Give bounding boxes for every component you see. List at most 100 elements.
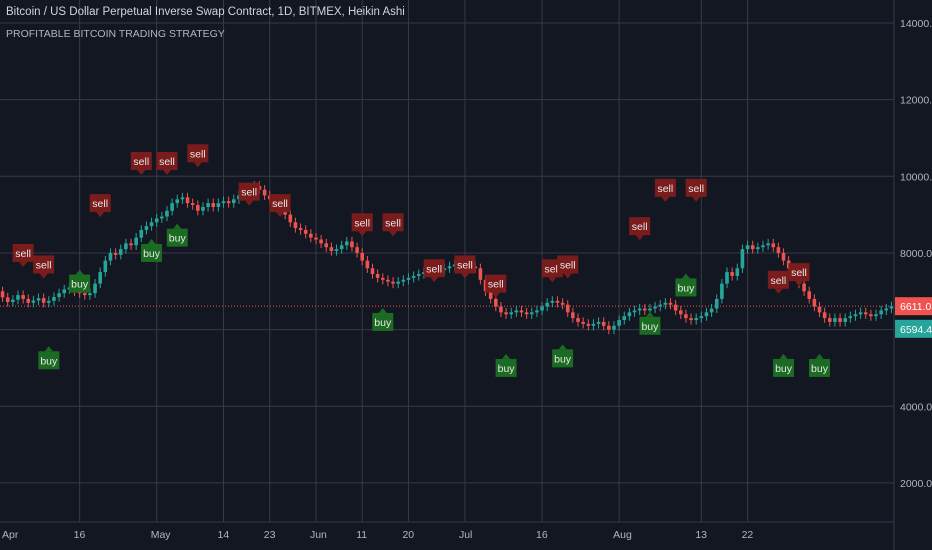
- candle-body[interactable]: [406, 277, 411, 280]
- candle-body[interactable]: [31, 300, 36, 303]
- candle-body[interactable]: [175, 199, 180, 204]
- sell-signal-label[interactable]: sell: [12, 243, 34, 267]
- candle-body[interactable]: [889, 306, 894, 309]
- candle-body[interactable]: [190, 203, 195, 206]
- candle-body[interactable]: [447, 266, 452, 269]
- candle-body[interactable]: [514, 310, 519, 313]
- buy-signal-label[interactable]: buy: [809, 353, 830, 377]
- candle-body[interactable]: [668, 302, 673, 305]
- sell-signal-label[interactable]: sell: [382, 213, 404, 237]
- candle-body[interactable]: [678, 310, 683, 315]
- candle-body[interactable]: [211, 203, 216, 207]
- candle-body[interactable]: [26, 298, 31, 303]
- candle-body[interactable]: [345, 241, 349, 246]
- candle-body[interactable]: [853, 314, 858, 317]
- candle-body[interactable]: [298, 228, 303, 230]
- candle-body[interactable]: [838, 318, 842, 322]
- sell-signal-label[interactable]: sell: [33, 255, 55, 279]
- candle-body[interactable]: [21, 295, 25, 299]
- buy-signal-label[interactable]: buy: [639, 311, 661, 335]
- candle-body[interactable]: [221, 201, 226, 204]
- candle-body[interactable]: [833, 318, 837, 322]
- candle-body[interactable]: [47, 300, 51, 303]
- candle-body[interactable]: [663, 302, 668, 305]
- candle-body[interactable]: [11, 299, 15, 303]
- candle-body[interactable]: [643, 308, 647, 311]
- candle-body[interactable]: [509, 312, 514, 315]
- candle-body[interactable]: [360, 252, 365, 261]
- candle-body[interactable]: [309, 233, 313, 238]
- candle-body[interactable]: [391, 281, 395, 284]
- candle-body[interactable]: [324, 243, 329, 248]
- candle-body[interactable]: [293, 222, 298, 229]
- candle-body[interactable]: [637, 308, 642, 311]
- candle-body[interactable]: [5, 297, 10, 303]
- sell-signal-label[interactable]: sell: [269, 194, 291, 218]
- candle-body[interactable]: [504, 312, 508, 315]
- candle-body[interactable]: [196, 205, 200, 211]
- candle-body[interactable]: [180, 197, 185, 200]
- candle-body[interactable]: [807, 291, 812, 299]
- candle-body[interactable]: [350, 241, 354, 248]
- candle-body[interactable]: [108, 252, 113, 261]
- candle-body[interactable]: [201, 206, 205, 211]
- sell-signal-label[interactable]: sell: [685, 178, 707, 202]
- candle-body[interactable]: [113, 252, 118, 255]
- candle-body[interactable]: [124, 243, 128, 250]
- candle-body[interactable]: [576, 318, 580, 322]
- buy-signal-label[interactable]: buy: [141, 238, 163, 262]
- candle-body[interactable]: [863, 312, 868, 315]
- candle-body[interactable]: [684, 314, 688, 319]
- candle-body[interactable]: [118, 249, 123, 255]
- candle-body[interactable]: [858, 312, 863, 315]
- candle-body[interactable]: [494, 298, 498, 307]
- candle-body[interactable]: [565, 304, 570, 313]
- candle-body[interactable]: [411, 275, 416, 278]
- candle-body[interactable]: [802, 283, 806, 292]
- candle-body[interactable]: [848, 316, 853, 319]
- candle-body[interactable]: [416, 274, 421, 276]
- candle-body[interactable]: [160, 216, 164, 219]
- candle-body[interactable]: [648, 308, 652, 311]
- candle-body[interactable]: [380, 277, 385, 280]
- candle-body[interactable]: [709, 308, 714, 313]
- candle-body[interactable]: [591, 323, 596, 326]
- candle-body[interactable]: [0, 291, 5, 298]
- candle-body[interactable]: [57, 293, 61, 298]
- candle-body[interactable]: [365, 260, 370, 269]
- candle-body[interactable]: [694, 318, 698, 321]
- sell-signal-label[interactable]: sell: [238, 182, 260, 206]
- candle-body[interactable]: [555, 300, 560, 303]
- candle-body[interactable]: [756, 247, 760, 250]
- candle-body[interactable]: [519, 310, 524, 313]
- candle-body[interactable]: [386, 279, 390, 282]
- candle-body[interactable]: [817, 306, 822, 313]
- candle-body[interactable]: [231, 199, 236, 204]
- candle-body[interactable]: [216, 203, 221, 207]
- candle-body[interactable]: [586, 323, 591, 326]
- candle-body[interactable]: [401, 279, 406, 282]
- candle-body[interactable]: [730, 272, 734, 276]
- candle-body[interactable]: [571, 312, 575, 319]
- candle-body[interactable]: [355, 247, 359, 253]
- candle-body[interactable]: [658, 304, 663, 307]
- candle-body[interactable]: [499, 306, 503, 313]
- candle-body[interactable]: [776, 247, 781, 253]
- buy-signal-label[interactable]: buy: [773, 353, 795, 377]
- candle-body[interactable]: [154, 218, 159, 223]
- candle-body[interactable]: [622, 316, 627, 321]
- candle-body[interactable]: [735, 268, 740, 276]
- buy-signal-label[interactable]: buy: [675, 273, 697, 297]
- sell-signal-label[interactable]: sell: [788, 263, 810, 287]
- candle-body[interactable]: [689, 318, 693, 321]
- sell-signal-label[interactable]: sell: [485, 274, 507, 298]
- candle-body[interactable]: [370, 268, 375, 275]
- candle-body[interactable]: [206, 203, 210, 207]
- candle-body[interactable]: [535, 310, 539, 313]
- candle-body[interactable]: [699, 316, 704, 319]
- candle-body[interactable]: [82, 293, 87, 296]
- candle-body[interactable]: [334, 249, 339, 252]
- candle-body[interactable]: [319, 239, 323, 244]
- candle-body[interactable]: [673, 304, 678, 311]
- candle-body[interactable]: [617, 320, 621, 326]
